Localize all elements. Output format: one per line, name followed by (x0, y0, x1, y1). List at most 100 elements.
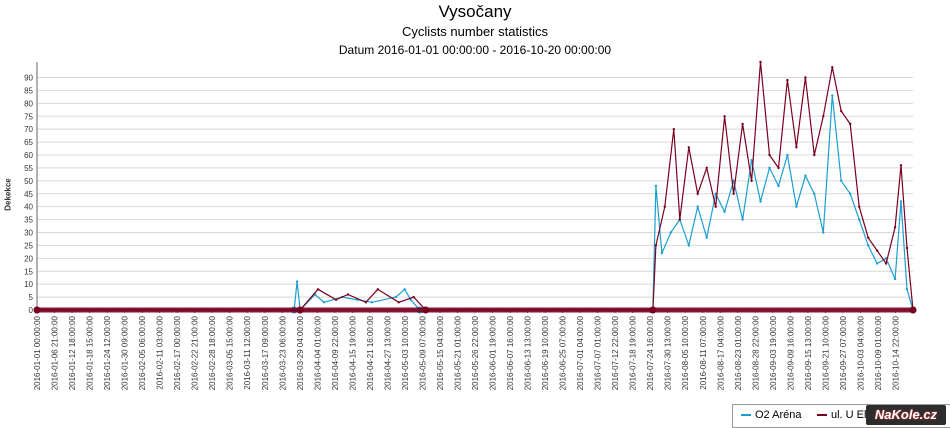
data-point-series-2 (687, 146, 690, 149)
x-tick-label: 2016-02-11 03:00:00 (156, 315, 165, 389)
x-tick-label: 2016-05-21 01:00:00 (453, 315, 462, 390)
x-tick-label: 2016-06-25 07:00:00 (559, 315, 568, 390)
data-point-series-2 (663, 205, 666, 208)
data-point-series-1 (687, 244, 690, 247)
data-point-series-1 (893, 277, 897, 281)
data-point-series-1 (654, 184, 658, 188)
data-point-series-2 (777, 166, 780, 170)
legend-item-series-1: O2 Aréna (741, 409, 801, 421)
data-point-series-2 (899, 164, 903, 167)
data-point-series-1 (714, 192, 717, 195)
x-tick-label: 2016-04-27 13:00:00 (383, 315, 392, 390)
data-point-series-1 (822, 231, 825, 234)
x-tick-label: 2016-02-17 00:00:00 (173, 315, 182, 390)
data-point-series-1 (875, 262, 879, 265)
chart-subtitle: Cyclists number statistics (402, 24, 548, 39)
data-point-series-2 (696, 192, 699, 195)
y-tick-label: 65 (24, 138, 33, 147)
x-tick-label: 2016-01-18 15:00:00 (86, 315, 95, 390)
y-tick-label: 15 (24, 267, 33, 276)
x-tick-label: 2016-09-15 13:00:00 (804, 315, 813, 390)
x-tick-label: 2016-01-24 12:00:00 (103, 315, 112, 390)
y-tick-label: 80 (24, 99, 33, 108)
x-tick-label: 2016-06-13 13:00:00 (524, 315, 533, 390)
data-point-series-1 (813, 192, 816, 195)
x-tick-label: 2016-08-17 04:00:00 (716, 315, 725, 390)
x-tick-label: 2016-05-26 22:00:00 (471, 315, 480, 390)
legend-label-series-1: O2 Aréna (755, 409, 802, 421)
data-point-series-2 (768, 153, 771, 157)
data-point-series-2 (672, 128, 675, 131)
y-tick-label: 40 (24, 203, 33, 212)
data-point-series-1 (295, 280, 299, 283)
data-point-series-1 (804, 174, 807, 177)
legend-swatch-series-1 (741, 414, 751, 417)
data-point-series-1 (777, 184, 780, 188)
y-tick-label: 90 (24, 74, 33, 83)
data-point-series-1 (795, 205, 798, 208)
x-tick-label: 2016-04-09 22:00:00 (331, 315, 340, 390)
data-point-series-2 (412, 295, 415, 299)
y-tick-label: 5 (29, 293, 34, 302)
data-point-series-2 (867, 236, 870, 239)
data-point-series-2 (759, 60, 762, 64)
data-point-series-1 (696, 205, 699, 208)
data-point-series-1 (831, 94, 834, 97)
x-tick-label: 2016-09-03 19:00:00 (769, 315, 778, 390)
data-point-series-2 (705, 166, 708, 170)
x-tick-label: 2016-06-19 10:00:00 (541, 315, 550, 390)
x-tick-label: 2016-01-01 00:00:00 (33, 315, 42, 390)
data-point-series-1 (403, 288, 406, 291)
x-tick-label: 2016-06-01 19:00:00 (489, 315, 498, 390)
data-point-series-2 (750, 179, 753, 182)
x-tick-label: 2016-08-28 22:00:00 (751, 315, 760, 390)
x-tick-label: 2016-07-24 16:00:00 (646, 315, 655, 390)
x-tick-label: 2016-10-09 01:00:00 (874, 315, 883, 390)
data-point-series-1 (669, 231, 672, 234)
data-point-series-2 (786, 78, 789, 82)
chart-date-range: Datum 2016-01-01 00:00:00 - 2016-10-20 0… (338, 43, 612, 57)
x-tick-label: 2016-05-03 10:00:00 (401, 315, 410, 390)
data-point-series-1 (732, 179, 735, 182)
data-point-series-1 (759, 200, 762, 203)
y-tick-label: 25 (24, 241, 33, 250)
data-point-series-2 (905, 246, 909, 250)
chart-title: Vysočany (438, 2, 512, 21)
x-tick-label: 2016-05-09 07:00:00 (418, 315, 427, 390)
data-point-series-2 (875, 249, 879, 252)
x-tick-label: 2016-09-21 10:00:00 (821, 315, 830, 390)
data-point-series-1 (409, 298, 412, 301)
x-tick-label: 2016-07-01 04:00:00 (576, 315, 585, 390)
data-point-series-1 (905, 288, 909, 291)
data-point-series-2 (849, 122, 852, 126)
y-tick-label: 10 (24, 280, 33, 289)
data-point-series-2 (831, 66, 834, 69)
x-tick-label: 2016-10-14 22:00:00 (891, 315, 900, 390)
x-tick-label: 2016-01-06 21:00:00 (51, 315, 60, 390)
y-tick-label: 55 (24, 164, 33, 173)
x-tick-label: 2016-03-11 12:00:00 (243, 315, 252, 389)
y-tick-label: 30 (24, 229, 33, 238)
x-tick-label: 2016-08-11 07:00:00 (699, 315, 708, 389)
nakole-logo: NaKole.cz (866, 405, 946, 425)
x-tick-label: 2016-10-03 04:00:00 (856, 315, 865, 390)
data-point-series-2 (858, 205, 861, 208)
data-point-series-2 (397, 301, 400, 304)
data-point-series-2 (804, 76, 807, 79)
x-tick-label: 2016-09-27 07:00:00 (839, 315, 848, 390)
data-point-series-2 (741, 122, 744, 126)
x-tick-label: 2016-01-12 18:00:00 (68, 315, 77, 390)
data-point-series-1 (705, 236, 708, 239)
y-tick-label: 85 (24, 86, 33, 95)
x-tick-label: 2016-01-30 09:00:00 (121, 315, 130, 390)
x-tick-label: 2016-04-04 01:00:00 (313, 315, 322, 390)
data-point-series-2 (346, 293, 350, 296)
x-tick-label: 2016-03-29 04:00:00 (296, 315, 305, 390)
y-tick-label: 60 (24, 151, 33, 160)
data-point-series-2 (654, 244, 658, 247)
y-tick-label: 75 (24, 112, 33, 121)
x-tick-label: 2016-04-21 16:00:00 (366, 315, 375, 390)
y-tick-label: 0 (29, 306, 34, 315)
data-point-series-1 (849, 192, 852, 195)
